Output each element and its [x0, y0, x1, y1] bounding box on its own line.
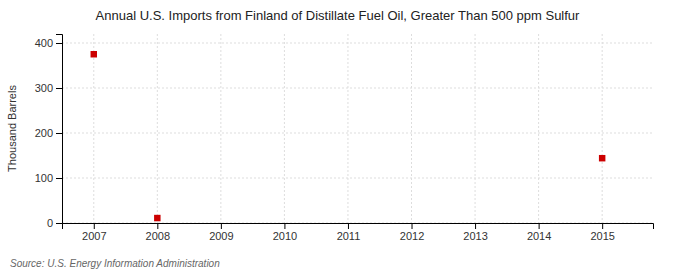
x-tick-label: 2015 — [590, 230, 614, 242]
y-tick-label: 200 — [35, 127, 53, 139]
x-tick-label: 2007 — [82, 230, 106, 242]
grid-line — [62, 133, 653, 134]
plot-area: 2007 2008 2009 2010 2011 2012 2013 2014 2015 0 100… — [35, 34, 654, 242]
y-tick: 200 — [35, 127, 62, 139]
grid-line — [220, 34, 221, 223]
x-tick-mark — [602, 223, 603, 229]
grid-line — [93, 34, 94, 223]
x-tick-mark — [221, 223, 222, 229]
points — [91, 51, 606, 221]
grid-line — [62, 88, 653, 89]
grid-line — [538, 34, 539, 223]
y-tick-label: 400 — [35, 37, 53, 49]
y-tick: 100 — [35, 172, 62, 184]
x-tick: 2011 — [337, 223, 361, 242]
y-tick-mark — [56, 133, 62, 134]
y-tick: 0 — [47, 217, 62, 229]
x-tick: 2008 — [146, 223, 170, 242]
grid-line — [347, 34, 348, 223]
y-tick-label: 300 — [35, 82, 53, 94]
x-tick: 2007 — [82, 223, 106, 242]
grid-line — [411, 34, 412, 223]
grid-line — [602, 34, 603, 223]
x-tick: 2015 — [590, 223, 614, 242]
y-tick-mark — [56, 43, 62, 44]
y-tick-mark — [56, 88, 62, 89]
x-tick: 2009 — [209, 223, 233, 242]
y-tick-mark — [56, 178, 62, 179]
x-tick-label: 2014 — [527, 230, 551, 242]
y-tick-label: 0 — [47, 217, 53, 229]
x-tick-label: 2013 — [463, 230, 487, 242]
point — [91, 51, 97, 57]
grid-line — [284, 34, 285, 223]
chart: 2007 2008 2009 2010 2011 2012 2013 2014 2015 0 100… — [0, 0, 675, 275]
y-tick-mark — [56, 223, 62, 224]
source: Source: U.S. Energy Information Administ… — [10, 258, 220, 269]
x-tick: 2012 — [400, 223, 424, 242]
x-tick-mark — [412, 223, 413, 229]
y-axis-line — [56, 35, 63, 224]
y-tick-label: 100 — [35, 172, 53, 184]
x-tick: 2013 — [463, 223, 487, 242]
x-tick-mark — [157, 223, 158, 229]
x-tick-mark — [348, 223, 349, 229]
x-tick-mark — [94, 223, 95, 229]
x-tick-label: 2008 — [146, 230, 170, 242]
x-tick-mark — [284, 223, 285, 229]
grid-line — [62, 43, 653, 44]
x-tick-label: 2010 — [273, 230, 297, 242]
y-axis: 0 100 200 300 400 — [35, 35, 63, 230]
y-tick: 400 — [35, 37, 62, 49]
x-tick-label: 2012 — [400, 230, 424, 242]
y-tick: 300 — [35, 82, 62, 94]
point — [154, 215, 160, 221]
title: Annual U.S. Imports from Finland of Dist… — [96, 8, 581, 23]
x-axis-line — [63, 224, 654, 230]
x-tick-label: 2011 — [337, 230, 361, 242]
x-tick-mark — [475, 223, 476, 229]
grid-line — [62, 178, 653, 179]
y-axis-title: Thousand Barrels — [6, 85, 18, 172]
grid — [62, 34, 653, 223]
x-tick-label: 2009 — [209, 230, 233, 242]
grid-line — [475, 34, 476, 223]
x-axis: 2007 2008 2009 2010 2011 2012 2013 2014 2015 — [63, 223, 654, 242]
grid-line — [157, 34, 158, 223]
x-tick: 2010 — [273, 223, 297, 242]
x-tick: 2014 — [527, 223, 551, 242]
point — [599, 155, 605, 161]
x-tick-mark — [539, 223, 540, 229]
